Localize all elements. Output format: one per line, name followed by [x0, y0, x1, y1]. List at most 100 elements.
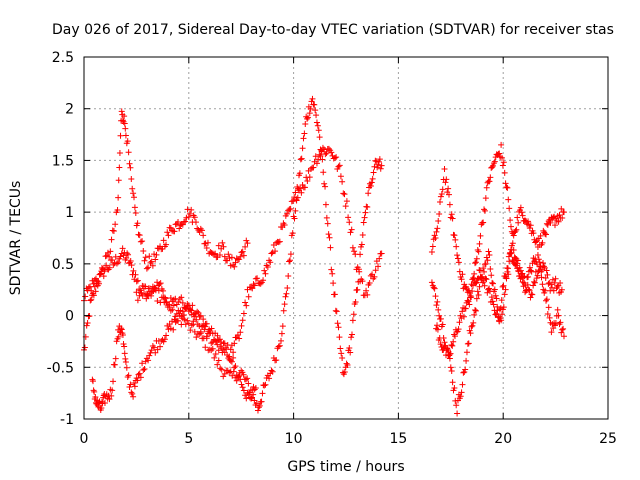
data-point — [349, 317, 356, 324]
data-point — [428, 249, 435, 256]
data-point — [445, 185, 452, 192]
data-point — [188, 307, 195, 314]
data-point — [473, 295, 480, 302]
data-point — [458, 315, 465, 322]
data-point — [232, 259, 239, 266]
data-point — [96, 271, 103, 278]
data-point — [366, 279, 373, 286]
data-point — [480, 219, 487, 226]
data-point — [244, 389, 251, 396]
data-point — [525, 218, 532, 225]
data-point — [336, 334, 343, 341]
data-point — [244, 375, 251, 382]
data-point — [175, 317, 182, 324]
data-point — [491, 158, 498, 165]
data-point — [473, 279, 480, 286]
data-point — [372, 157, 379, 164]
data-point — [161, 294, 168, 301]
data-point — [449, 379, 456, 386]
data-point — [268, 250, 275, 257]
data-point — [112, 355, 119, 362]
data-point — [116, 164, 123, 171]
y-tick-label: 2.5 — [52, 50, 74, 66]
y-tick-label: 0.5 — [52, 257, 74, 273]
data-point — [134, 377, 141, 384]
data-point — [515, 268, 522, 275]
data-point — [546, 314, 553, 321]
data-point — [126, 384, 133, 391]
data-point — [455, 259, 462, 266]
data-point — [90, 387, 97, 394]
data-point — [552, 222, 559, 229]
data-point — [198, 227, 205, 234]
data-point — [170, 326, 177, 333]
data-point — [431, 285, 438, 292]
data-point — [182, 305, 189, 312]
data-point — [502, 272, 509, 279]
data-point — [355, 266, 362, 273]
data-point — [543, 297, 550, 304]
x-axis-label: GPS time / hours — [287, 459, 404, 475]
data-point — [276, 342, 283, 349]
data-point — [321, 146, 328, 153]
data-point — [327, 244, 334, 251]
data-point — [498, 297, 505, 304]
data-point — [92, 288, 99, 295]
plot-frame — [83, 56, 609, 420]
data-point — [555, 312, 562, 319]
data-point — [313, 112, 320, 119]
data-point — [92, 394, 99, 401]
data-point — [534, 252, 541, 259]
data-point — [437, 193, 444, 200]
data-point — [487, 266, 494, 273]
data-point — [228, 254, 235, 261]
data-point — [215, 242, 222, 249]
data-point — [559, 326, 566, 333]
data-point — [85, 284, 92, 291]
data-point — [251, 386, 258, 393]
data-point — [491, 307, 498, 314]
data-point — [187, 327, 194, 334]
data-point — [137, 289, 144, 296]
data-point — [481, 207, 488, 214]
data-point — [526, 264, 533, 271]
x-tick-label: 5 — [184, 431, 193, 447]
data-point — [542, 274, 549, 281]
data-point — [124, 138, 131, 145]
data-point — [203, 244, 210, 251]
data-point — [441, 339, 448, 346]
data-point — [297, 185, 304, 192]
data-point — [131, 194, 138, 201]
data-point — [269, 368, 276, 375]
data-point — [370, 169, 377, 176]
data-point — [531, 279, 538, 286]
data-point — [120, 340, 127, 347]
data-point — [469, 322, 476, 329]
data-point — [275, 343, 282, 350]
data-point — [482, 275, 489, 282]
data-point — [262, 270, 269, 277]
data-point — [178, 294, 185, 301]
data-point — [502, 180, 509, 187]
data-point — [481, 282, 488, 289]
data-point — [521, 279, 528, 286]
data-point — [88, 287, 95, 294]
data-point — [499, 311, 506, 318]
data-point — [98, 264, 105, 271]
data-point — [482, 195, 489, 202]
data-point — [243, 302, 250, 309]
data-point — [331, 291, 338, 298]
data-point — [478, 273, 485, 280]
data-point — [437, 198, 444, 205]
data-point — [468, 323, 475, 330]
data-point — [544, 310, 551, 317]
data-point — [131, 383, 138, 390]
data-point — [519, 270, 526, 277]
data-point — [331, 154, 338, 161]
data-point — [230, 354, 237, 361]
data-point — [335, 163, 342, 170]
data-point — [375, 158, 382, 165]
data-point — [475, 292, 482, 299]
data-point — [166, 304, 173, 311]
data-point — [242, 299, 249, 306]
